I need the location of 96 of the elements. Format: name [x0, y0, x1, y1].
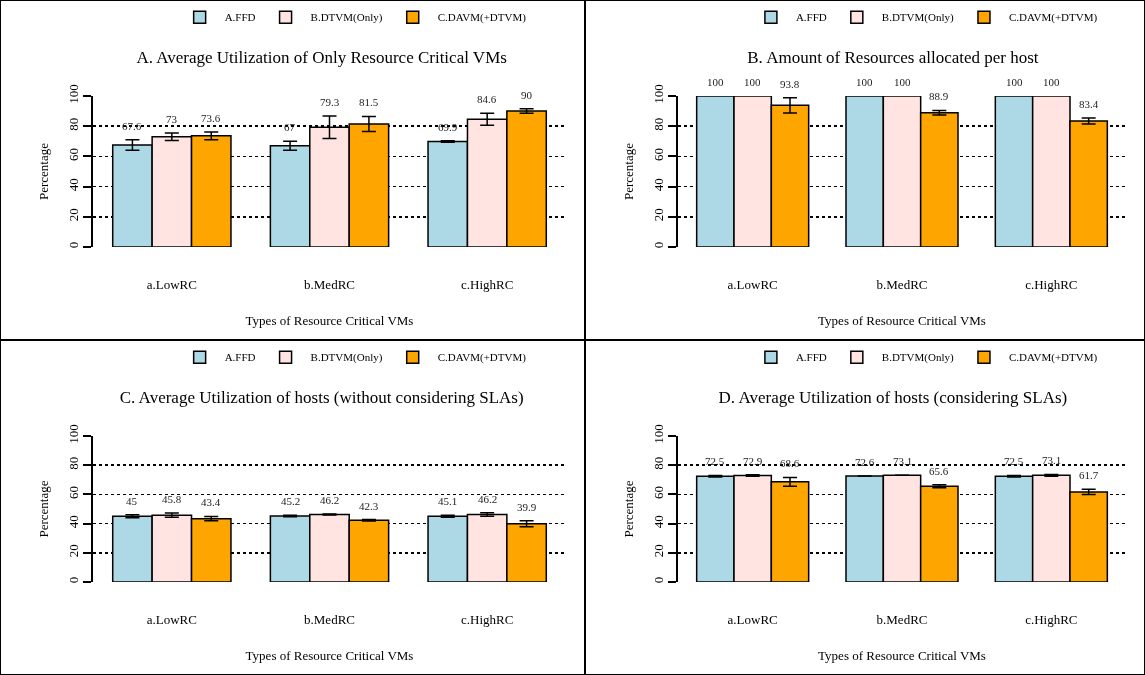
- data-label: 46.2: [320, 494, 340, 506]
- data-label: 43.4: [201, 496, 221, 508]
- data-label: 45.2: [281, 495, 301, 507]
- data-label: 100: [1043, 76, 1060, 88]
- x-tick-label: b.MedRC: [876, 612, 928, 627]
- y-tick-label: 100: [65, 424, 81, 444]
- chart-title: D. Average Utilization of hosts (considering SLAs): [718, 387, 1068, 407]
- y-axis-title: Percentage: [36, 480, 52, 538]
- y-tick-label: 40: [65, 178, 81, 192]
- y-tick-label: 20: [650, 544, 666, 558]
- data-label: 61.7: [1079, 469, 1099, 481]
- y-tick-label: 60: [65, 485, 81, 499]
- data-label: 39.9: [517, 501, 537, 513]
- y-tick-label: 0: [65, 576, 81, 584]
- y-tick-label: 0: [650, 241, 666, 249]
- y-axis-title: Percentage: [621, 142, 637, 201]
- x-tick-label: a.LowRC: [146, 612, 197, 627]
- data-label: 100: [856, 76, 873, 88]
- y-axis-title: Percentage: [621, 480, 637, 538]
- y-tick-label: 100: [650, 84, 666, 104]
- y-tick-label: 0: [65, 241, 81, 249]
- data-label: 72.6: [855, 456, 875, 468]
- legend-label: B.DTVM(Only): [881, 351, 954, 365]
- data-label: 72.9: [743, 455, 763, 467]
- y-tick-label: 80: [65, 456, 81, 470]
- data-label: 69.9: [438, 121, 458, 133]
- data-label: 73.1: [893, 455, 913, 467]
- chart-title: B. Amount of Resources allocated per host: [747, 47, 1039, 67]
- data-label: 100: [707, 76, 724, 88]
- legend-label: B.DTVM(Only): [881, 11, 954, 25]
- y-tick-label: 20: [65, 208, 81, 222]
- y-tick-label: 80: [650, 456, 666, 470]
- data-label: 65.6: [929, 465, 949, 477]
- legend-label: B.DTVM(Only): [310, 11, 383, 25]
- data-label: 45: [126, 495, 138, 507]
- legend-label: A.FFD: [224, 351, 256, 364]
- x-tick-label: c.HighRC: [460, 612, 514, 627]
- data-label: 100: [744, 76, 761, 88]
- data-label: 79.3: [320, 96, 340, 108]
- data-label: 73.1: [1042, 454, 1062, 466]
- chart-title: C. Average Utilization of hosts (without considering SLAs): [119, 387, 524, 407]
- x-tick-label: b.MedRC: [304, 612, 355, 627]
- legend-label: C.DAVM(+DTVM): [1008, 11, 1098, 25]
- y-axis-title: Percentage: [36, 142, 52, 201]
- legend-label: C.DAVM(+DTVM): [1008, 351, 1098, 365]
- data-label: 100: [1006, 76, 1023, 88]
- y-tick-label: 40: [650, 178, 666, 192]
- data-label: 83.4: [1079, 98, 1099, 110]
- x-tick-label: c.HighRC: [1025, 612, 1078, 627]
- data-label: 88.9: [929, 90, 949, 102]
- x-tick-label: c.HighRC: [1025, 277, 1078, 292]
- y-tick-label: 60: [650, 485, 666, 499]
- data-label: 93.8: [780, 78, 800, 90]
- x-tick-label: a.LowRC: [146, 277, 197, 292]
- x-axis-title: Types of Resource Critical VMs: [818, 647, 986, 663]
- data-label: 90: [521, 89, 533, 101]
- x-axis-title: Types of Resource Critical VMs: [245, 312, 414, 328]
- data-label: 81.5: [359, 96, 379, 108]
- y-tick-label: 80: [65, 117, 81, 131]
- y-tick-label: 40: [650, 515, 666, 529]
- x-axis-title: Types of Resource Critical VMs: [818, 312, 986, 328]
- data-label: 84.6: [477, 93, 497, 105]
- legend-label: A.FFD: [224, 11, 256, 24]
- data-label: 67: [284, 121, 296, 133]
- y-tick-label: 100: [650, 424, 666, 444]
- y-tick-label: 40: [65, 515, 81, 529]
- y-tick-label: 0: [650, 576, 666, 584]
- data-label: 67.6: [122, 120, 142, 132]
- x-axis-title: Types of Resource Critical VMs: [245, 647, 414, 663]
- legend-label: A.FFD: [795, 11, 827, 24]
- y-tick-label: 60: [65, 147, 81, 161]
- x-tick-label: b.MedRC: [876, 277, 928, 292]
- x-tick-label: a.LowRC: [727, 277, 778, 292]
- legend-label: B.DTVM(Only): [310, 351, 383, 365]
- data-label: 45.1: [438, 495, 458, 507]
- data-label: 72.5: [705, 455, 725, 467]
- y-tick-label: 60: [650, 147, 666, 161]
- x-tick-label: c.HighRC: [460, 277, 514, 292]
- data-label: 46.2: [478, 493, 498, 505]
- data-label: 68.6: [780, 457, 800, 469]
- y-tick-label: 100: [65, 84, 81, 104]
- y-tick-label: 20: [65, 544, 81, 558]
- legend-label: C.DAVM(+DTVM): [437, 11, 527, 25]
- x-tick-label: a.LowRC: [727, 612, 778, 627]
- data-label: 72.5: [1004, 455, 1024, 467]
- data-label: 45.8: [162, 493, 182, 505]
- data-label: 73: [166, 113, 178, 125]
- chart-title: A. Average Utilization of Only Resource Critical VMs: [136, 47, 507, 67]
- data-label: 73.6: [201, 112, 221, 124]
- y-tick-label: 80: [650, 117, 666, 131]
- legend-label: C.DAVM(+DTVM): [437, 351, 527, 365]
- y-tick-label: 20: [650, 208, 666, 222]
- data-label: 100: [894, 76, 911, 88]
- legend-label: A.FFD: [795, 351, 827, 364]
- data-label: 42.3: [359, 500, 379, 512]
- x-tick-label: b.MedRC: [304, 277, 355, 292]
